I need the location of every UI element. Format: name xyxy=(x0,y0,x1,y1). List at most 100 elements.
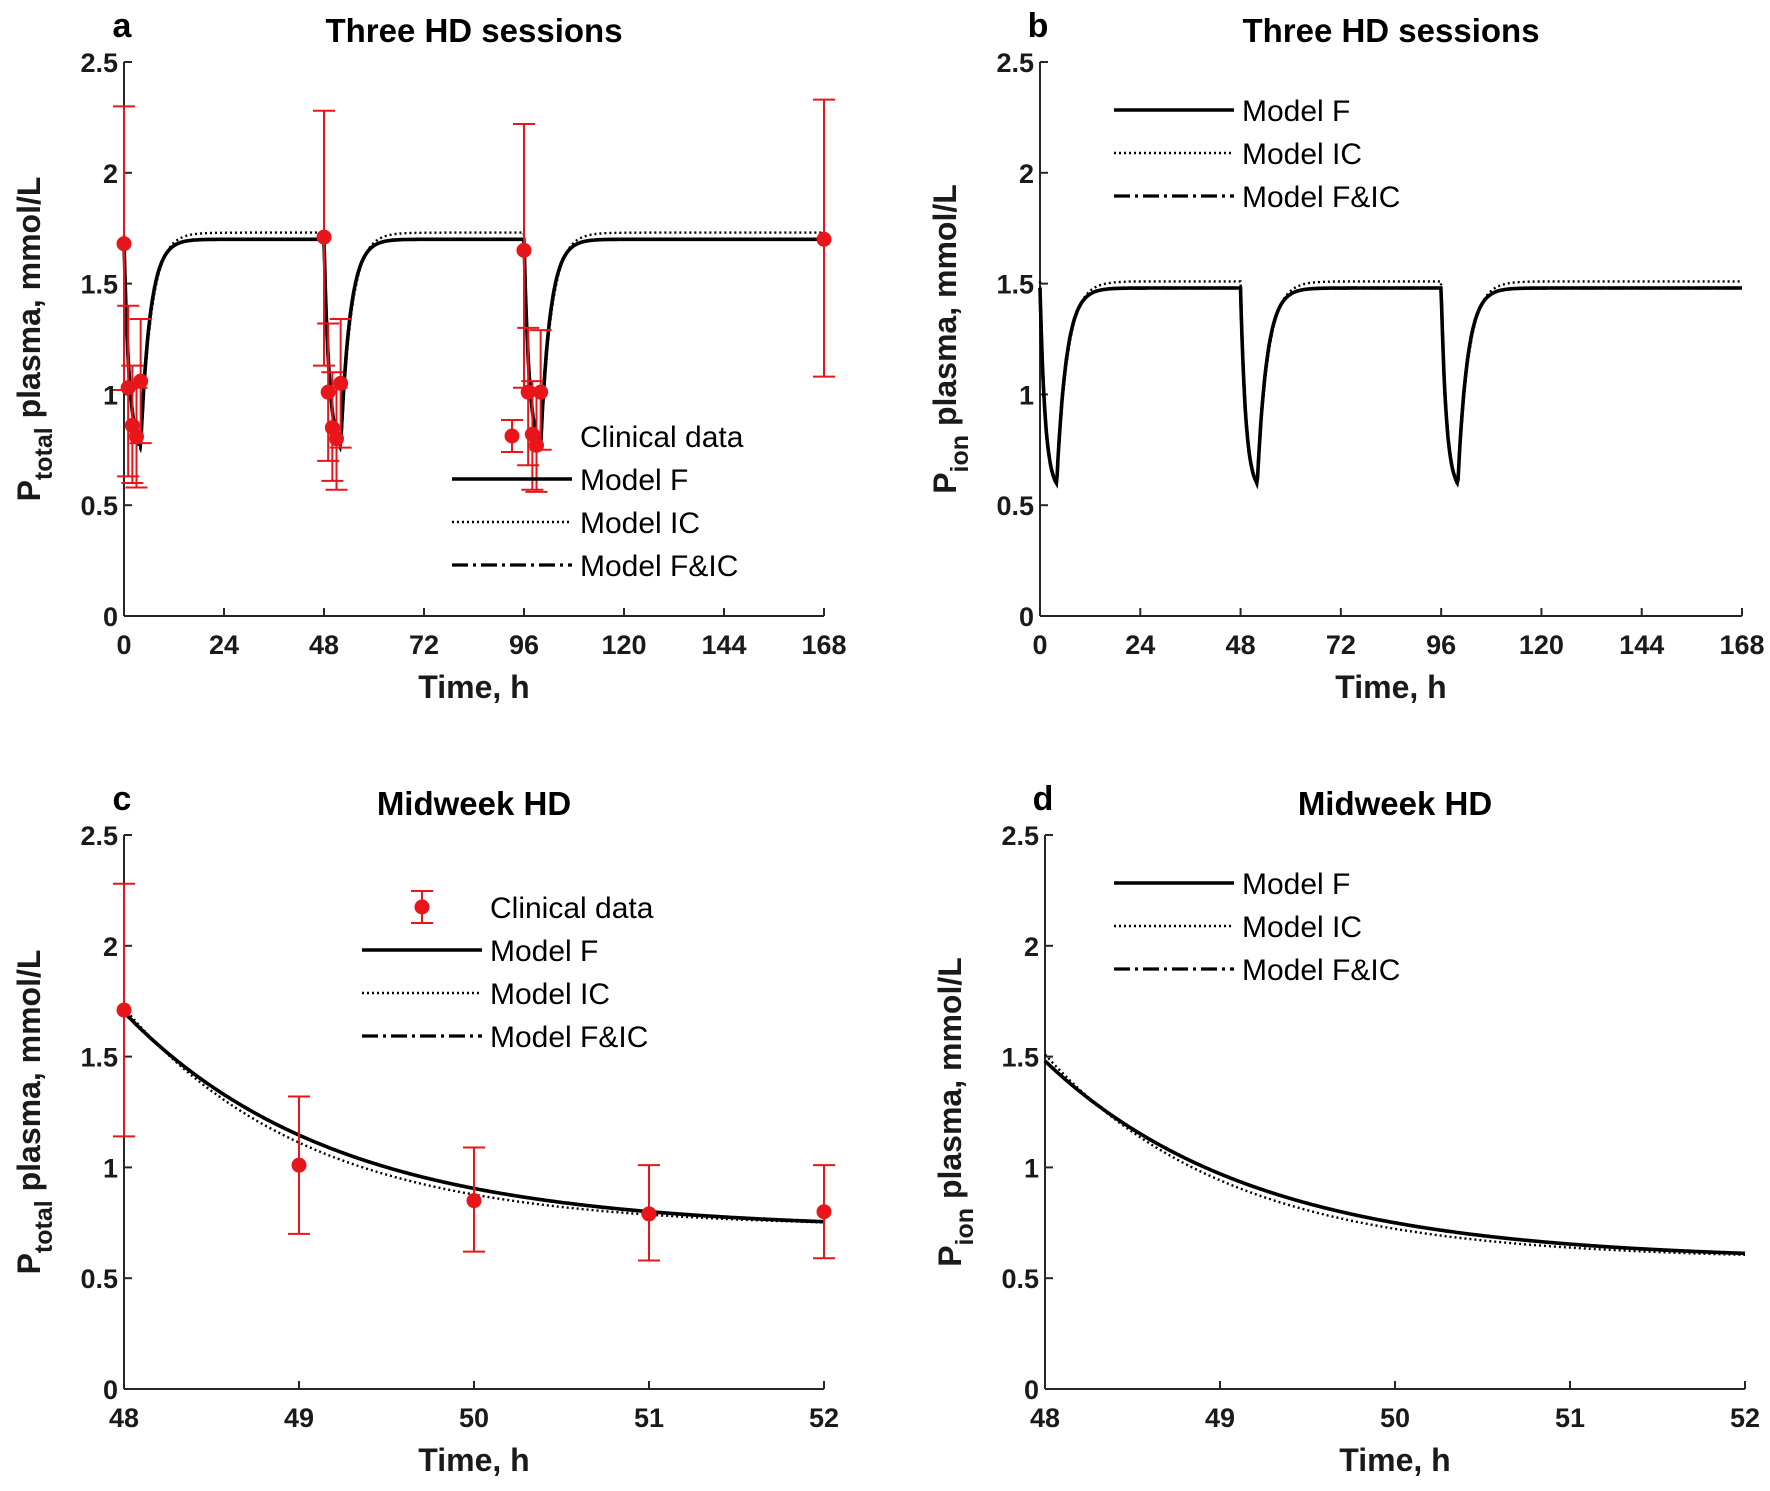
x-tick-label: 50 xyxy=(1380,1403,1410,1433)
y-axis-label-main: P xyxy=(11,1253,47,1274)
y-axis-label: Pion plasma, mmol/L xyxy=(927,184,974,494)
clinical-point xyxy=(116,236,132,252)
legend-label: Model F&IC xyxy=(1242,181,1400,214)
y-axis-label-sub: ion xyxy=(951,1208,979,1246)
y-axis-label-rest: plasma, mmol/L xyxy=(927,184,963,435)
series-model-fic xyxy=(122,237,824,452)
legend: Clinical data Model F Model IC Model F&IC xyxy=(452,419,744,583)
chart-title: Midweek HD xyxy=(1298,785,1492,822)
x-tick-label: 144 xyxy=(701,630,746,660)
y-tick-label: 2.5 xyxy=(1001,821,1039,851)
y-axis-label: Pion plasma, mmol/L xyxy=(932,957,979,1267)
series-model-fic xyxy=(1038,286,1742,489)
y-axis-label: Ptotal plasma, mmol/L xyxy=(11,950,58,1275)
series-model-f xyxy=(1038,286,1742,490)
y-tick-label: 2.5 xyxy=(996,48,1034,78)
legend-label: Model F xyxy=(1242,95,1350,128)
x-tick-label: 52 xyxy=(809,1403,839,1433)
y-tick-label: 0 xyxy=(103,602,118,632)
panel-c: 48 49 50 51 52 0 0.5 1 1.5 2 2.5 Midweek HD c Time, h… xyxy=(11,780,839,1478)
x-tick-label: 51 xyxy=(1555,1403,1585,1433)
panel-b: 0 24 48 72 96 120 144 168 0 0.5 1 1.5 2 2.5 Three HD s… xyxy=(927,7,1765,705)
y-tick-label: 0 xyxy=(103,1375,118,1405)
x-tick-label: 96 xyxy=(509,630,539,660)
y-tick-label: 1 xyxy=(103,1153,118,1183)
legend-label: Model IC xyxy=(1242,911,1362,944)
x-tick-label: 0 xyxy=(1032,630,1047,660)
series-model-f xyxy=(122,237,824,452)
x-axis-label: Time, h xyxy=(418,669,529,705)
y-tick-label: 2 xyxy=(103,159,118,189)
panel-label: d xyxy=(1033,780,1054,818)
chart-title: Three HD sessions xyxy=(1242,12,1539,49)
y-tick-label: 1.5 xyxy=(80,1043,118,1073)
x-tick-label: 96 xyxy=(1426,630,1456,660)
y-tick-label: 2 xyxy=(1024,932,1039,962)
legend-label: Model IC xyxy=(490,978,610,1011)
x-axis-label: Time, h xyxy=(418,1442,529,1478)
x-tick-label: 48 xyxy=(1030,1403,1060,1433)
y-tick-label: 0.5 xyxy=(80,1264,118,1294)
x-tick-label: 24 xyxy=(209,630,239,660)
y-axis-label-main: P xyxy=(927,472,963,493)
x-axis-label: Time, h xyxy=(1335,669,1446,705)
y-tick-label: 1.5 xyxy=(996,270,1034,300)
y-axis-label-rest: plasma, mmol/L xyxy=(11,177,47,428)
y-axis-label-sub: total xyxy=(30,1200,58,1253)
y-tick-label: 0 xyxy=(1019,602,1034,632)
chart-title: Three HD sessions xyxy=(325,12,622,49)
panel-a: 0 24 48 72 96 120 144 168 0 0.5 1 1.5 2 2.5 Three HD s… xyxy=(11,7,847,705)
y-tick-label: 2.5 xyxy=(80,48,118,78)
y-tick-label: 1.5 xyxy=(80,270,118,300)
series-model-f xyxy=(1043,1059,1746,1256)
clinical-point xyxy=(816,231,832,247)
clinical-point xyxy=(516,242,532,258)
x-tick-label: 120 xyxy=(601,630,646,660)
clinical-point xyxy=(116,1002,132,1018)
y-tick-label: 2 xyxy=(1019,159,1034,189)
legend-label: Model F xyxy=(490,935,598,968)
clinical-point xyxy=(333,375,349,391)
series-model-ic xyxy=(1044,1053,1745,1257)
y-axis-label-sub: ion xyxy=(946,435,974,473)
x-tick-label: 49 xyxy=(284,1403,314,1433)
legend-label: Model F xyxy=(1242,868,1350,901)
x-tick-label: 168 xyxy=(801,630,846,660)
legend-clinical-marker xyxy=(504,428,520,444)
legend-label: Model IC xyxy=(1242,138,1362,171)
panel-d: 48 49 50 51 52 0 0.5 1 1.5 2 2.5 Midweek HD d Time, h… xyxy=(932,780,1760,1478)
y-tick-label: 2 xyxy=(103,932,118,962)
y-axis-label-rest: plasma, mmol/L xyxy=(11,950,47,1201)
clinical-point xyxy=(129,429,144,445)
legend: Model F Model IC Model F&IC xyxy=(1114,868,1400,987)
x-tick-label: 51 xyxy=(634,1403,664,1433)
x-tick-label: 72 xyxy=(1326,630,1356,660)
legend: Model F Model IC Model F&IC xyxy=(1114,95,1400,214)
legend-label: Model F&IC xyxy=(580,550,738,583)
legend-label: Model IC xyxy=(580,507,700,540)
x-tick-label: 49 xyxy=(1205,1403,1235,1433)
y-axis-label-main: P xyxy=(11,480,47,501)
series-model-ic xyxy=(122,231,824,454)
clinical-point xyxy=(641,1206,657,1222)
legend: Clinical data Model F Model IC Model F&IC xyxy=(362,890,654,1054)
legend-clinical-marker xyxy=(414,899,430,915)
chart-title: Midweek HD xyxy=(377,785,571,822)
y-tick-label: 1 xyxy=(1019,380,1034,410)
clinical-point xyxy=(816,1204,832,1220)
y-tick-label: 0 xyxy=(1024,1375,1039,1405)
y-tick-label: 0.5 xyxy=(80,491,118,521)
clinical-point xyxy=(291,1157,307,1173)
y-tick-label: 1.5 xyxy=(1001,1043,1039,1073)
series-model-ic xyxy=(1038,280,1742,489)
y-axis-label-sub: total xyxy=(30,427,58,480)
legend-label: Model F&IC xyxy=(490,1021,648,1054)
y-tick-label: 0.5 xyxy=(1001,1264,1039,1294)
clinical-point xyxy=(133,373,149,389)
clinical-point xyxy=(316,229,332,245)
clinical-point xyxy=(466,1193,482,1209)
panel-label: c xyxy=(113,780,132,818)
x-tick-label: 144 xyxy=(1619,630,1664,660)
x-tick-label: 50 xyxy=(459,1403,489,1433)
